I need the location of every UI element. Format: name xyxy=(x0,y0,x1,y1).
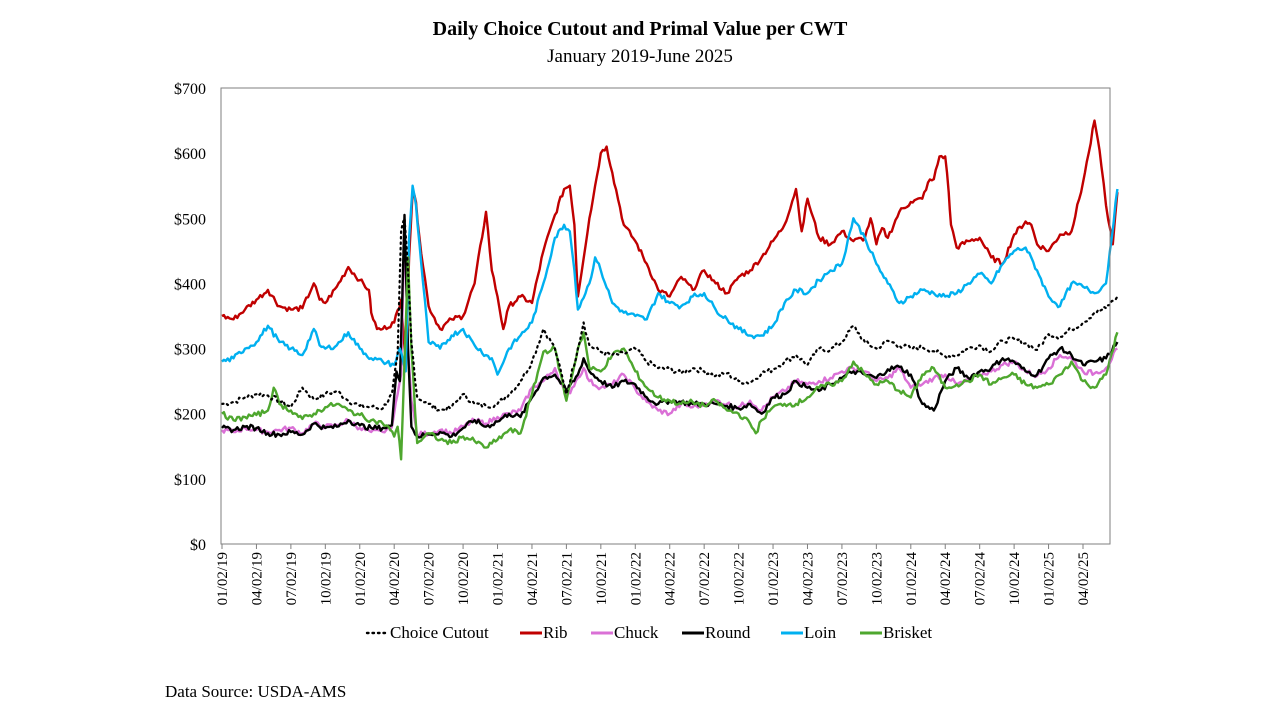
x-tick-label: 01/02/25 xyxy=(1042,552,1058,605)
series-lines xyxy=(220,119,1119,461)
x-axis: 01/02/19 04/02/19 07/02/19 10/02/19 01/02/20… xyxy=(215,544,1092,605)
plot-frame xyxy=(220,87,1111,545)
x-tick-label: 07/02/20 xyxy=(422,552,438,605)
x-tick-label: 10/02/21 xyxy=(594,552,610,605)
y-tick-label: $700 xyxy=(174,81,206,98)
legend-label-choice-cutout: Choice Cutout xyxy=(390,623,489,642)
series-line-brisket xyxy=(221,256,1119,461)
x-tick-label: 07/02/22 xyxy=(697,552,713,605)
x-tick-label: 04/02/20 xyxy=(387,552,403,605)
x-tick-label: 01/02/24 xyxy=(904,552,920,606)
x-tick-label: 10/02/22 xyxy=(732,552,748,605)
x-tick-label: 01/02/20 xyxy=(353,552,369,605)
x-tick-label: 04/02/24 xyxy=(938,552,954,606)
y-tick-label: $500 xyxy=(174,211,206,228)
x-tick-label: 01/02/21 xyxy=(491,552,507,605)
series-line-loin xyxy=(221,184,1119,376)
x-tick-label: 01/02/19 xyxy=(215,552,231,605)
x-tick-label: 07/02/19 xyxy=(284,552,300,605)
data-source-note: Data Source: USDA-AMS xyxy=(165,682,347,701)
x-tick-label: 04/02/19 xyxy=(249,552,265,605)
x-tick-label: 10/02/24 xyxy=(1007,552,1023,606)
legend: Choice Cutout Rib Chuck Round Loin Brisket xyxy=(365,623,932,642)
series-line-choice-cutout xyxy=(220,217,1119,413)
chart-subtitle: January 2019-June 2025 xyxy=(547,46,733,67)
y-tick-label: $200 xyxy=(174,407,206,424)
x-tick-label: 07/02/21 xyxy=(559,552,575,605)
x-tick-label: 10/02/20 xyxy=(456,552,472,605)
legend-label-round: Round xyxy=(705,623,751,642)
x-tick-label: 04/02/21 xyxy=(525,552,541,605)
x-tick-label: 07/02/23 xyxy=(835,552,851,605)
legend-label-loin: Loin xyxy=(804,623,837,642)
y-tick-label: $0 xyxy=(190,537,206,554)
x-tick-label: 10/02/23 xyxy=(869,552,885,605)
legend-label-brisket: Brisket xyxy=(883,623,932,642)
chart-title: Daily Choice Cutout and Primal Value per… xyxy=(432,18,848,40)
legend-label-chuck: Chuck xyxy=(614,623,659,642)
x-tick-label: 01/02/23 xyxy=(766,552,782,605)
legend-label-rib: Rib xyxy=(543,623,568,642)
y-tick-label: $300 xyxy=(174,342,206,359)
x-tick-label: 01/02/22 xyxy=(628,552,644,605)
x-tick-label: 07/02/24 xyxy=(973,552,989,606)
y-tick-label: $400 xyxy=(174,276,206,293)
series-line-rib xyxy=(221,119,1119,363)
x-tick-label: 04/02/22 xyxy=(663,552,679,605)
y-tick-label: $600 xyxy=(174,146,206,163)
x-tick-label: 04/02/23 xyxy=(800,552,816,605)
y-axis: $0 $100 $200 $300 $400 $500 $600 $700 xyxy=(174,81,206,554)
x-tick-label: 10/02/19 xyxy=(318,552,334,605)
y-tick-label: $100 xyxy=(174,472,206,489)
x-tick-label: 04/02/25 xyxy=(1076,552,1092,605)
